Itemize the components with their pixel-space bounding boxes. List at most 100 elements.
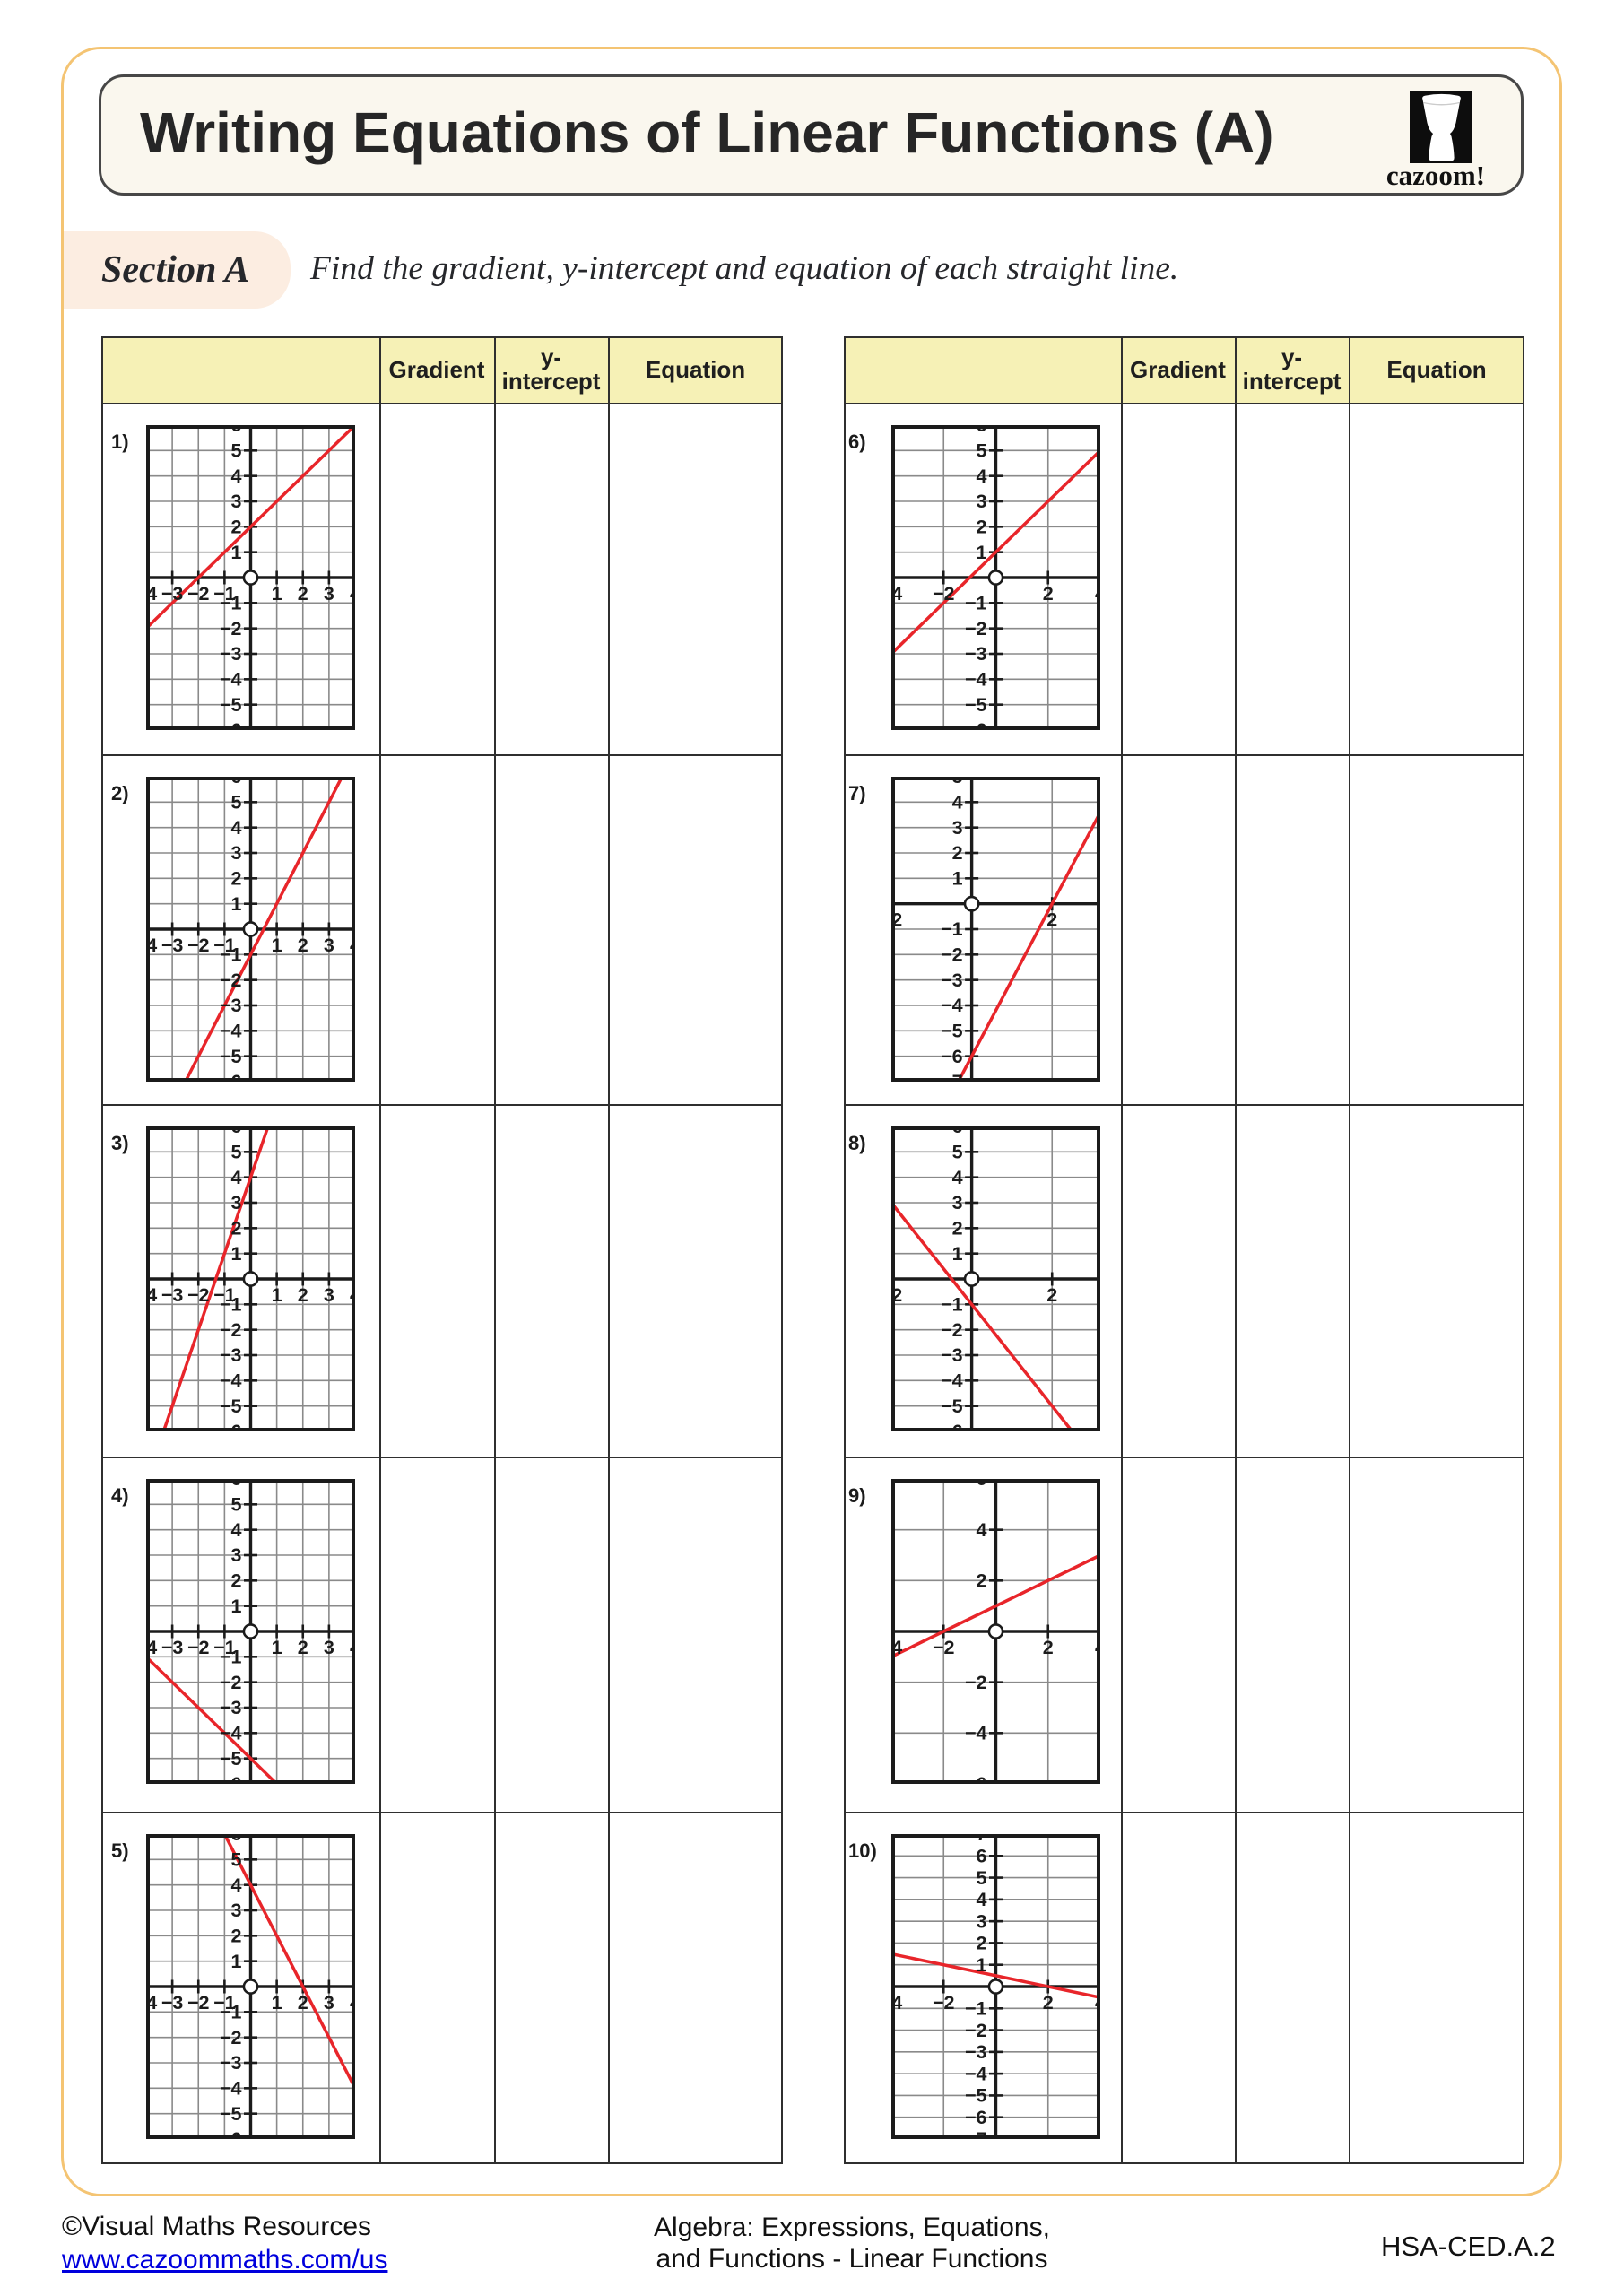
svg-text:3: 3 xyxy=(324,935,334,956)
svg-text:−2: −2 xyxy=(965,1672,987,1693)
svg-text:2: 2 xyxy=(952,1218,963,1239)
svg-text:4: 4 xyxy=(231,1167,242,1188)
svg-text:−2: −2 xyxy=(965,618,987,639)
svg-text:−1: −1 xyxy=(220,1294,242,1316)
svg-text:1: 1 xyxy=(977,542,987,563)
svg-text:5: 5 xyxy=(977,440,987,462)
svg-text:−5: −5 xyxy=(220,1396,242,1417)
svg-text:−3: −3 xyxy=(220,2052,242,2074)
svg-text:−2: −2 xyxy=(941,944,963,966)
svg-text:3: 3 xyxy=(231,1900,242,1921)
svg-text:1: 1 xyxy=(272,1637,282,1658)
svg-text:2: 2 xyxy=(1043,1992,1054,2013)
svg-text:2: 2 xyxy=(298,1992,308,2013)
svg-text:2: 2 xyxy=(1046,909,1057,931)
svg-text:5: 5 xyxy=(231,1142,242,1163)
svg-text:1: 1 xyxy=(272,1992,282,2013)
svg-text:−3: −3 xyxy=(161,1284,184,1306)
svg-text:4: 4 xyxy=(977,465,987,487)
svg-text:5: 5 xyxy=(231,1849,242,1871)
svg-text:3: 3 xyxy=(952,1192,963,1213)
svg-text:−5: −5 xyxy=(220,1046,242,1067)
svg-text:−4: −4 xyxy=(941,995,963,1016)
svg-text:2: 2 xyxy=(977,1570,987,1592)
svg-text:−3: −3 xyxy=(220,1697,242,1718)
svg-text:−2: −2 xyxy=(187,1637,210,1658)
svg-text:4: 4 xyxy=(952,1167,963,1188)
svg-text:1: 1 xyxy=(272,583,282,604)
svg-text:2: 2 xyxy=(977,1933,987,1954)
svg-text:−4: −4 xyxy=(220,1370,242,1392)
svg-text:3: 3 xyxy=(324,1637,334,1658)
svg-text:−4: −4 xyxy=(965,2063,987,2084)
svg-text:4: 4 xyxy=(977,1889,987,1910)
svg-text:−1: −1 xyxy=(213,1992,236,2013)
svg-text:1: 1 xyxy=(272,935,282,956)
svg-text:2: 2 xyxy=(977,517,987,538)
svg-text:3: 3 xyxy=(231,842,242,864)
svg-text:2: 2 xyxy=(298,1284,308,1306)
svg-text:−3: −3 xyxy=(161,1637,184,1658)
svg-text:4: 4 xyxy=(231,1519,242,1541)
svg-text:5: 5 xyxy=(231,792,242,813)
svg-text:−1: −1 xyxy=(965,1997,987,2019)
svg-text:−2: −2 xyxy=(187,935,210,956)
svg-text:5: 5 xyxy=(231,440,242,462)
svg-text:5: 5 xyxy=(977,1867,987,1889)
svg-text:−3: −3 xyxy=(965,2041,987,2063)
svg-text:−3: −3 xyxy=(220,643,242,665)
svg-text:−4: −4 xyxy=(220,1723,242,1744)
svg-text:−6: −6 xyxy=(965,2107,987,2128)
svg-text:3: 3 xyxy=(231,1544,242,1566)
svg-text:1: 1 xyxy=(272,1284,282,1306)
svg-text:−2: −2 xyxy=(220,1672,242,1693)
svg-text:1: 1 xyxy=(231,1596,242,1617)
svg-text:−1: −1 xyxy=(941,1294,963,1316)
svg-text:−1: −1 xyxy=(220,593,242,614)
svg-text:−2: −2 xyxy=(941,1319,963,1341)
svg-text:−4: −4 xyxy=(220,1021,242,1042)
svg-text:−4: −4 xyxy=(941,1370,963,1392)
svg-text:−6: −6 xyxy=(941,1046,963,1067)
svg-text:−3: −3 xyxy=(965,643,987,665)
svg-text:−2: −2 xyxy=(965,2020,987,2041)
svg-text:−4: −4 xyxy=(220,669,242,691)
svg-text:2: 2 xyxy=(298,935,308,956)
svg-text:−2: −2 xyxy=(187,583,210,604)
svg-text:−1: −1 xyxy=(220,2002,242,2023)
svg-text:1: 1 xyxy=(231,1243,242,1265)
svg-text:4: 4 xyxy=(977,1519,987,1541)
svg-text:1: 1 xyxy=(231,893,242,915)
svg-text:3: 3 xyxy=(977,1910,987,1932)
svg-text:−4: −4 xyxy=(965,1723,987,1744)
svg-text:−2: −2 xyxy=(220,2027,242,2048)
svg-text:3: 3 xyxy=(231,491,242,512)
svg-text:−5: −5 xyxy=(941,1396,963,1417)
svg-text:−2: −2 xyxy=(933,1992,955,2013)
svg-text:3: 3 xyxy=(231,1192,242,1213)
svg-text:1: 1 xyxy=(952,868,963,890)
svg-text:1: 1 xyxy=(231,542,242,563)
svg-text:−3: −3 xyxy=(941,1344,963,1366)
svg-text:3: 3 xyxy=(324,1284,334,1306)
svg-text:2: 2 xyxy=(231,517,242,538)
svg-text:−1: −1 xyxy=(941,918,963,940)
svg-text:4: 4 xyxy=(231,465,242,487)
svg-text:1: 1 xyxy=(231,1951,242,1972)
svg-text:−2: −2 xyxy=(220,618,242,639)
svg-text:−2: −2 xyxy=(187,1992,210,2013)
svg-text:−3: −3 xyxy=(161,935,184,956)
svg-text:−1: −1 xyxy=(213,1637,236,1658)
svg-text:−3: −3 xyxy=(161,1992,184,2013)
svg-text:2: 2 xyxy=(298,1637,308,1658)
svg-text:2: 2 xyxy=(231,1218,242,1239)
svg-text:−1: −1 xyxy=(213,935,236,956)
svg-text:1: 1 xyxy=(977,1954,987,1976)
svg-text:−2: −2 xyxy=(933,1637,955,1658)
svg-text:−3: −3 xyxy=(220,1344,242,1366)
svg-text:−2: −2 xyxy=(220,970,242,991)
svg-text:2: 2 xyxy=(231,1570,242,1592)
svg-text:5: 5 xyxy=(231,1494,242,1516)
svg-text:6: 6 xyxy=(977,1845,987,1866)
svg-text:3: 3 xyxy=(952,817,963,839)
